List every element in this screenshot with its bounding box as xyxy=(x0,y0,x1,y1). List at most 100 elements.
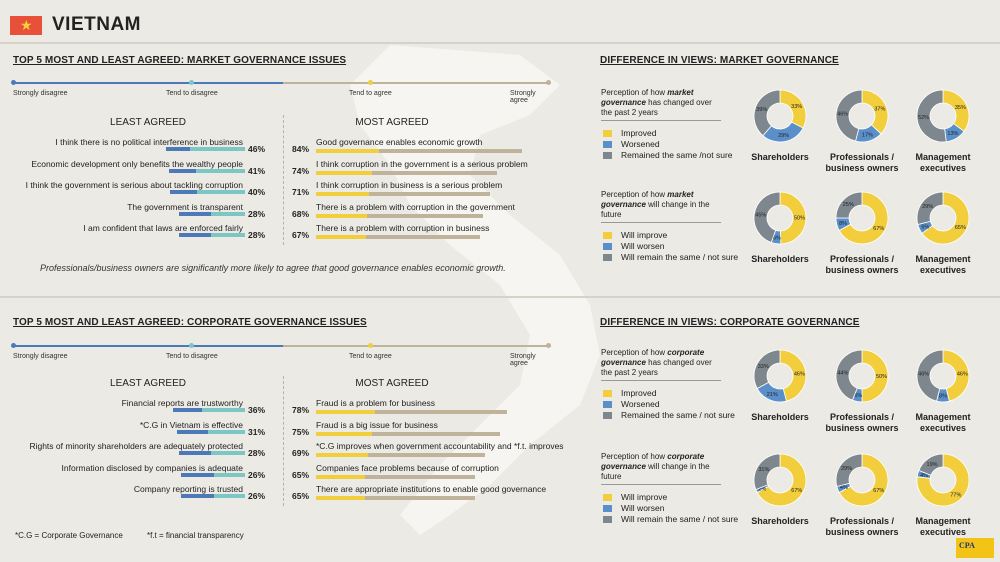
group-label: Management executives xyxy=(915,254,971,275)
donut-slice-same xyxy=(916,191,944,225)
most-row-pct: 71% xyxy=(292,187,310,197)
most-row-pct: 69% xyxy=(292,448,310,458)
perception-underline xyxy=(601,222,721,223)
perception-text: Perception of how corporate governance h… xyxy=(601,348,721,378)
most-row-pct: 84% xyxy=(292,144,310,154)
least-row-label: *C.G in Vietnam is effective xyxy=(139,419,243,430)
perception-text: Perception of how market governance has … xyxy=(601,88,721,118)
donut-value-label: 4% xyxy=(840,485,848,491)
perception-prefix: Perception of how xyxy=(601,88,668,97)
donut-value-label: 46% xyxy=(918,372,929,378)
donut-slice-improve xyxy=(861,349,889,403)
donut-value-label: 25% xyxy=(843,202,854,208)
legend-swatch xyxy=(603,494,612,501)
vietnam-map-silhouette xyxy=(350,45,600,535)
donut-value-label: 77% xyxy=(950,493,961,499)
donut-value-label: 46% xyxy=(957,372,968,378)
donut-chart: 67% 8% 25% xyxy=(835,191,889,245)
perception-suffix: will change in the future xyxy=(601,200,710,219)
group-label: Shareholders xyxy=(751,152,809,162)
donut-slice-same xyxy=(835,349,863,401)
donut-slice-same xyxy=(916,349,944,402)
scale-label: Tend to agree xyxy=(349,353,392,360)
donut-value-label: 67% xyxy=(791,488,802,494)
perception-suffix: has changed over the past 2 years xyxy=(601,98,712,117)
group-label: Management executives xyxy=(915,516,971,537)
legend-swatch xyxy=(603,152,612,159)
perception-subject: corporate governance xyxy=(601,348,705,367)
bar-segment-strongly-agree xyxy=(367,213,483,218)
bar-segment-agree xyxy=(211,233,245,237)
bar-segment-agree xyxy=(201,408,245,412)
bar-segment-strongly-agree xyxy=(364,496,476,500)
donut-chart: 67% 4% 29% xyxy=(835,453,889,507)
legend-swatch xyxy=(603,130,612,137)
least-row-label: Rights of minority shareholders are adeq… xyxy=(29,441,243,451)
least-row-pct: 41% xyxy=(248,165,266,176)
most-agreed-heading: MOST AGREED xyxy=(355,117,429,128)
donut-value-label: 52% xyxy=(918,115,929,121)
least-row-pct: 28% xyxy=(248,208,266,219)
legend-label: Remained the same /not sure xyxy=(621,150,733,160)
bar-segment-strongly-agree xyxy=(371,170,498,175)
donut-value-label: 44% xyxy=(837,370,848,376)
donut-slice-same xyxy=(916,89,947,143)
scale-label: Strongly agree xyxy=(510,90,536,104)
column-separator xyxy=(283,115,284,245)
legend-label: Will worsen xyxy=(621,241,665,251)
donut-chart: 37% 17% 46% xyxy=(835,89,889,143)
column-separator xyxy=(283,376,284,506)
donut-value-label: 35% xyxy=(955,105,966,111)
least-row-pct: 28% xyxy=(248,230,266,240)
most-row-pct: 68% xyxy=(292,208,310,219)
donut-slice-improve xyxy=(779,349,807,402)
perception-underline xyxy=(601,484,721,485)
bar-segment-agree xyxy=(189,147,245,151)
scale-dot xyxy=(546,80,551,85)
donut-slice-same xyxy=(753,349,781,390)
most-row-label: Fraud is a big issue for business xyxy=(316,419,438,430)
scale-label: Tend to disagree xyxy=(166,90,218,97)
least-row-label: I am confident that laws are enforced fa… xyxy=(83,223,243,233)
bar-segment-strongly-agree xyxy=(366,235,481,239)
least-agreed-heading: LEAST AGREED xyxy=(110,117,186,128)
scale-dot xyxy=(11,343,16,348)
donut-value-label: 13% xyxy=(947,131,958,137)
perception-text: Perception of how market governance will… xyxy=(601,190,721,220)
donut-slice-improve xyxy=(916,453,970,507)
divider xyxy=(0,296,1000,298)
most-row-label: *C.G improves when government accountabi… xyxy=(316,441,564,451)
bar-segment-agree xyxy=(316,170,372,175)
least-row-label: Company reporting is trusted xyxy=(133,484,243,494)
donut-value-label: 4% xyxy=(920,473,928,479)
perception-subject: market governance xyxy=(601,190,694,209)
donut-value-label: 19% xyxy=(927,462,938,468)
bar-segment-disagree xyxy=(179,233,212,237)
legend-label: Worsened xyxy=(621,399,660,409)
donut-chart: 46% 8% 46% xyxy=(916,349,970,403)
most-agreed-heading: MOST AGREED xyxy=(355,378,429,389)
cpa-logo xyxy=(956,538,994,558)
donut-slice-same xyxy=(753,191,781,244)
bar-segment-agree xyxy=(211,451,245,455)
perception-prefix: Perception of how xyxy=(601,452,668,461)
group-label: Professionals / business owners xyxy=(825,152,899,173)
group-label: Professionals / business owners xyxy=(825,412,899,433)
donut-value-label: 50% xyxy=(794,216,805,222)
legend-swatch xyxy=(603,401,612,408)
legend-swatch xyxy=(603,412,612,419)
donut-value-label: 31% xyxy=(758,467,769,473)
scale-dot xyxy=(11,80,16,85)
bar-segment-agree xyxy=(316,453,368,457)
bar-segment-agree xyxy=(316,474,365,479)
bar-segment-agree xyxy=(316,431,373,436)
legend-label: Improved xyxy=(621,128,657,138)
donut-slice-same xyxy=(835,89,863,142)
least-row-label: The government is transparent xyxy=(127,201,243,212)
bar-segment-disagree xyxy=(170,190,197,194)
bar-segment-strongly-agree xyxy=(364,474,476,479)
group-label: Shareholders xyxy=(751,412,809,422)
donut-value-label: 8% xyxy=(939,394,947,400)
donut-value-label: 33% xyxy=(791,104,802,110)
scale-dot xyxy=(189,343,194,348)
